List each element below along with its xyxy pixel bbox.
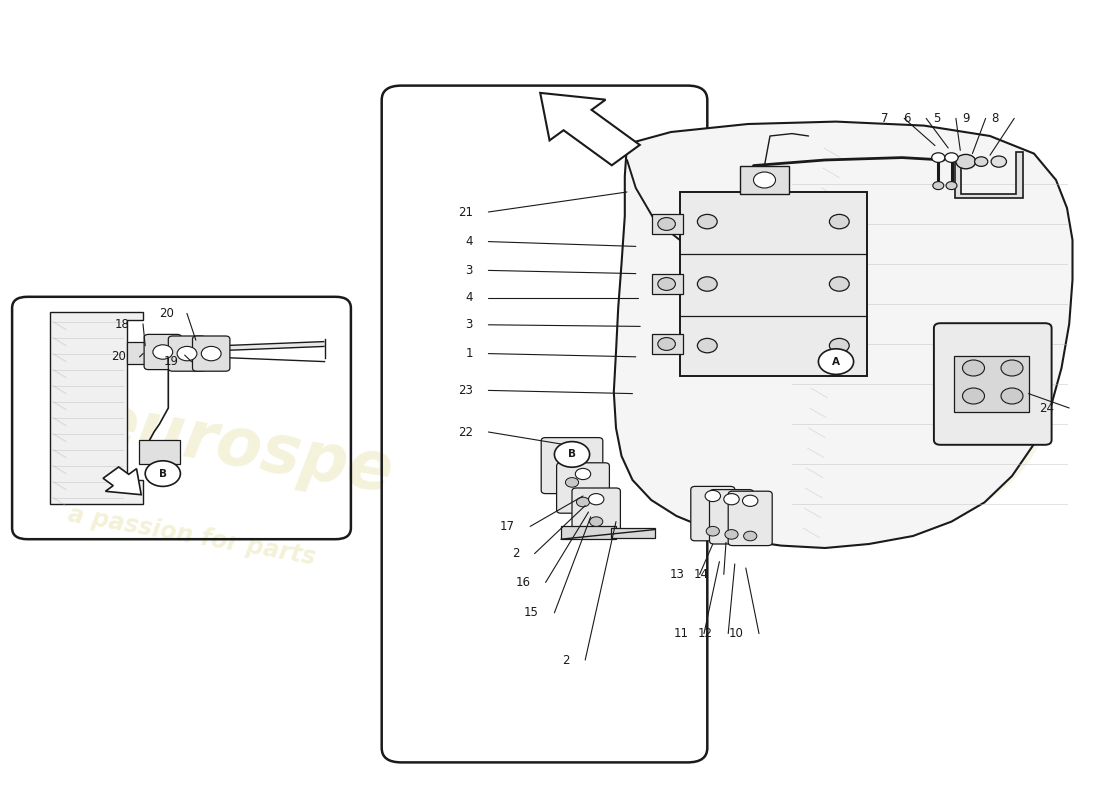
Text: a passion for parts: a passion for parts (66, 502, 318, 570)
Text: eurospe: eurospe (88, 389, 398, 507)
Circle shape (818, 349, 854, 374)
Text: 10: 10 (728, 627, 744, 640)
Text: 3: 3 (465, 264, 473, 277)
Text: 18: 18 (114, 318, 130, 330)
Bar (652, 214, 683, 234)
FancyBboxPatch shape (934, 323, 1052, 445)
Circle shape (829, 277, 849, 291)
Circle shape (658, 278, 675, 290)
Text: 23: 23 (458, 384, 473, 397)
Polygon shape (614, 122, 1072, 548)
Bar (126, 342, 168, 364)
Text: 4: 4 (465, 235, 473, 248)
Text: 15: 15 (524, 606, 539, 619)
Text: B: B (158, 469, 167, 478)
FancyBboxPatch shape (572, 488, 620, 533)
Circle shape (724, 494, 739, 505)
Circle shape (554, 442, 590, 467)
Text: 24: 24 (1038, 402, 1054, 414)
Circle shape (153, 345, 173, 359)
FancyBboxPatch shape (144, 334, 182, 370)
FancyBboxPatch shape (168, 336, 206, 371)
Circle shape (932, 153, 945, 162)
FancyBboxPatch shape (541, 438, 603, 494)
Text: 11: 11 (673, 627, 689, 640)
Circle shape (177, 346, 197, 361)
Circle shape (725, 530, 738, 539)
Circle shape (565, 478, 579, 487)
Polygon shape (955, 152, 1023, 198)
Circle shape (588, 494, 604, 505)
Circle shape (933, 182, 944, 190)
Text: 19: 19 (163, 355, 178, 368)
Text: 20: 20 (111, 350, 126, 363)
Text: 13: 13 (669, 568, 684, 581)
Bar (652, 274, 683, 294)
Circle shape (201, 346, 221, 361)
Text: 2: 2 (512, 547, 519, 560)
Circle shape (962, 360, 984, 376)
Text: A: A (832, 357, 840, 366)
Text: 1: 1 (465, 347, 473, 360)
Circle shape (962, 388, 984, 404)
Circle shape (590, 517, 603, 526)
Bar (610, 528, 654, 538)
Circle shape (697, 338, 717, 353)
Circle shape (1001, 388, 1023, 404)
Circle shape (697, 214, 717, 229)
Circle shape (564, 443, 580, 454)
Text: B: B (568, 450, 576, 459)
Circle shape (706, 526, 719, 536)
Polygon shape (103, 467, 141, 494)
Circle shape (754, 172, 776, 188)
Circle shape (744, 531, 757, 541)
Circle shape (829, 338, 849, 353)
Polygon shape (680, 192, 867, 376)
Text: 12: 12 (697, 627, 713, 640)
Circle shape (742, 495, 758, 506)
FancyBboxPatch shape (192, 336, 230, 371)
Circle shape (946, 182, 957, 190)
Text: 7: 7 (881, 112, 889, 125)
Text: 2: 2 (562, 654, 570, 666)
Circle shape (829, 214, 849, 229)
Bar (139, 440, 180, 464)
Text: 5: 5 (933, 112, 940, 125)
Bar (652, 334, 683, 354)
Circle shape (658, 218, 675, 230)
Text: 3: 3 (465, 318, 473, 331)
Text: 8: 8 (991, 112, 999, 125)
Circle shape (945, 153, 958, 162)
Circle shape (145, 461, 180, 486)
Text: 6: 6 (903, 112, 911, 125)
Text: 9: 9 (962, 112, 970, 125)
Bar (740, 166, 789, 194)
Circle shape (1001, 360, 1023, 376)
Circle shape (705, 490, 720, 502)
Circle shape (991, 156, 1006, 167)
Bar (954, 356, 1028, 412)
Circle shape (658, 338, 675, 350)
FancyBboxPatch shape (691, 486, 735, 541)
Circle shape (575, 468, 591, 480)
Text: 21: 21 (458, 206, 473, 218)
Text: 17: 17 (499, 520, 515, 533)
Text: 20: 20 (158, 307, 174, 320)
Circle shape (956, 154, 976, 169)
Polygon shape (540, 93, 640, 166)
Text: 22: 22 (458, 426, 473, 438)
Circle shape (697, 277, 717, 291)
Circle shape (975, 157, 988, 166)
FancyBboxPatch shape (710, 490, 754, 544)
Circle shape (576, 497, 590, 507)
Text: 16: 16 (515, 576, 530, 589)
FancyBboxPatch shape (557, 462, 609, 514)
FancyBboxPatch shape (728, 491, 772, 546)
Polygon shape (50, 312, 143, 504)
Text: 4: 4 (465, 291, 473, 304)
Text: 14: 14 (693, 568, 708, 581)
Bar (561, 526, 616, 539)
